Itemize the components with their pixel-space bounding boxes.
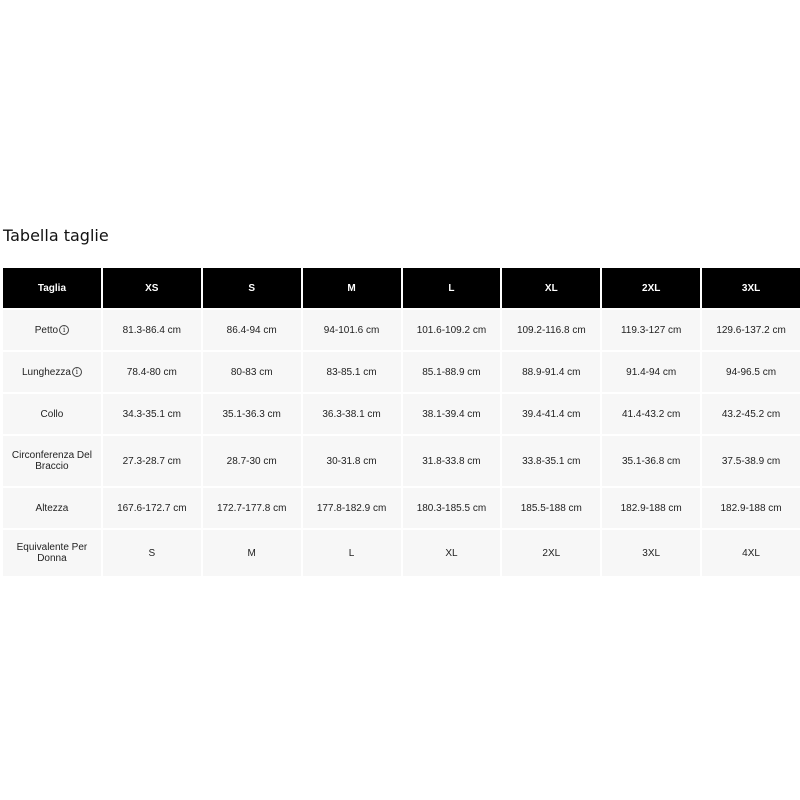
column-header: M [302, 268, 401, 308]
table-cell: 94-96.5 cm [702, 352, 800, 392]
row-label: Collo [3, 394, 101, 434]
column-header: S [202, 268, 301, 308]
table-cell: 3XL [602, 530, 701, 576]
page-title: Tabella taglie [3, 226, 109, 245]
column-header: XL [502, 268, 601, 308]
row-label-text: Altezza [35, 502, 69, 514]
header-row: Taglia XS S M L XL 2XL 3XL [3, 268, 800, 308]
table-row: Altezza 167.6-172.7 cm 172.7-177.8 cm 177.8… [3, 488, 800, 528]
table-cell: 35.1-36.3 cm [202, 394, 301, 434]
info-circle-icon[interactable]: i [71, 366, 82, 377]
row-label: Circonferenza Del Braccio [3, 436, 101, 486]
row-label-text: Circonferenza Del Braccio [11, 450, 92, 472]
size-chart-table: Taglia XS S M L XL 2XL 3XL Petto i 81.3-86.4 cm 86… [1, 266, 800, 578]
table-cell: 2XL [502, 530, 601, 576]
column-header: Taglia [3, 268, 101, 308]
row-label: Petto i [3, 310, 101, 350]
table-cell: 101.6-109.2 cm [402, 310, 501, 350]
info-circle-icon[interactable]: i [59, 324, 70, 335]
table-cell: 39.4-41.4 cm [502, 394, 601, 434]
row-label-text: Collo [40, 408, 64, 420]
table-cell: L [302, 530, 401, 576]
table-cell: 129.6-137.2 cm [702, 310, 800, 350]
table-cell: 94-101.6 cm [302, 310, 401, 350]
table-cell: 38.1-39.4 cm [402, 394, 501, 434]
table-row: Lunghezza i 78.4-80 cm 80-83 cm 83-85.1 cm 85… [3, 352, 800, 392]
table-cell: 182.9-188 cm [702, 488, 800, 528]
row-label: Altezza [3, 488, 101, 528]
table-cell: 43.2-45.2 cm [702, 394, 800, 434]
table-cell: 177.8-182.9 cm [302, 488, 401, 528]
table-cell: 81.3-86.4 cm [102, 310, 201, 350]
table-cell: 119.3-127 cm [602, 310, 701, 350]
table-cell: 37.5-38.9 cm [702, 436, 800, 486]
table-cell: 172.7-177.8 cm [202, 488, 301, 528]
table-cell: 83-85.1 cm [302, 352, 401, 392]
row-label-text: Equivalente Per Donna [16, 542, 88, 564]
row-label-text: Petto [34, 324, 59, 336]
table-cell: 85.1-88.9 cm [402, 352, 501, 392]
table-cell: XL [402, 530, 501, 576]
table-cell: 78.4-80 cm [102, 352, 201, 392]
table-row: Collo 34.3-35.1 cm 35.1-36.3 cm 36.3-38.1 c… [3, 394, 800, 434]
table-cell: 182.9-188 cm [602, 488, 701, 528]
column-header: L [402, 268, 501, 308]
table-cell: 41.4-43.2 cm [602, 394, 701, 434]
row-label: Lunghezza i [3, 352, 101, 392]
table-cell: M [202, 530, 301, 576]
row-label: Equivalente Per Donna [3, 530, 101, 576]
row-label-text: Lunghezza [21, 366, 71, 378]
table-cell: 80-83 cm [202, 352, 301, 392]
table-cell: 86.4-94 cm [202, 310, 301, 350]
column-header: XS [102, 268, 201, 308]
table-cell: 88.9-91.4 cm [502, 352, 601, 392]
table-cell: 185.5-188 cm [502, 488, 601, 528]
table-cell: 109.2-116.8 cm [502, 310, 601, 350]
column-header: 3XL [702, 268, 800, 308]
table-cell: 4XL [702, 530, 800, 576]
table-row: Equivalente Per Donna S M L XL 2XL 3XL 4XL [3, 530, 800, 576]
table-cell: 27.3-28.7 cm [102, 436, 201, 486]
column-header: 2XL [602, 268, 701, 308]
table-cell: 34.3-35.1 cm [102, 394, 201, 434]
table-cell: 35.1-36.8 cm [602, 436, 701, 486]
table-cell: 167.6-172.7 cm [102, 488, 201, 528]
table-cell: 91.4-94 cm [602, 352, 701, 392]
table-row: Petto i 81.3-86.4 cm 86.4-94 cm 94-101.6 cm 1… [3, 310, 800, 350]
table-cell: 30-31.8 cm [302, 436, 401, 486]
table-cell: 36.3-38.1 cm [302, 394, 401, 434]
table-cell: S [102, 530, 201, 576]
table-cell: 31.8-33.8 cm [402, 436, 501, 486]
table-cell: 180.3-185.5 cm [402, 488, 501, 528]
table-cell: 28.7-30 cm [202, 436, 301, 486]
table-cell: 33.8-35.1 cm [502, 436, 601, 486]
table-row: Circonferenza Del Braccio 27.3-28.7 cm 28.… [3, 436, 800, 486]
